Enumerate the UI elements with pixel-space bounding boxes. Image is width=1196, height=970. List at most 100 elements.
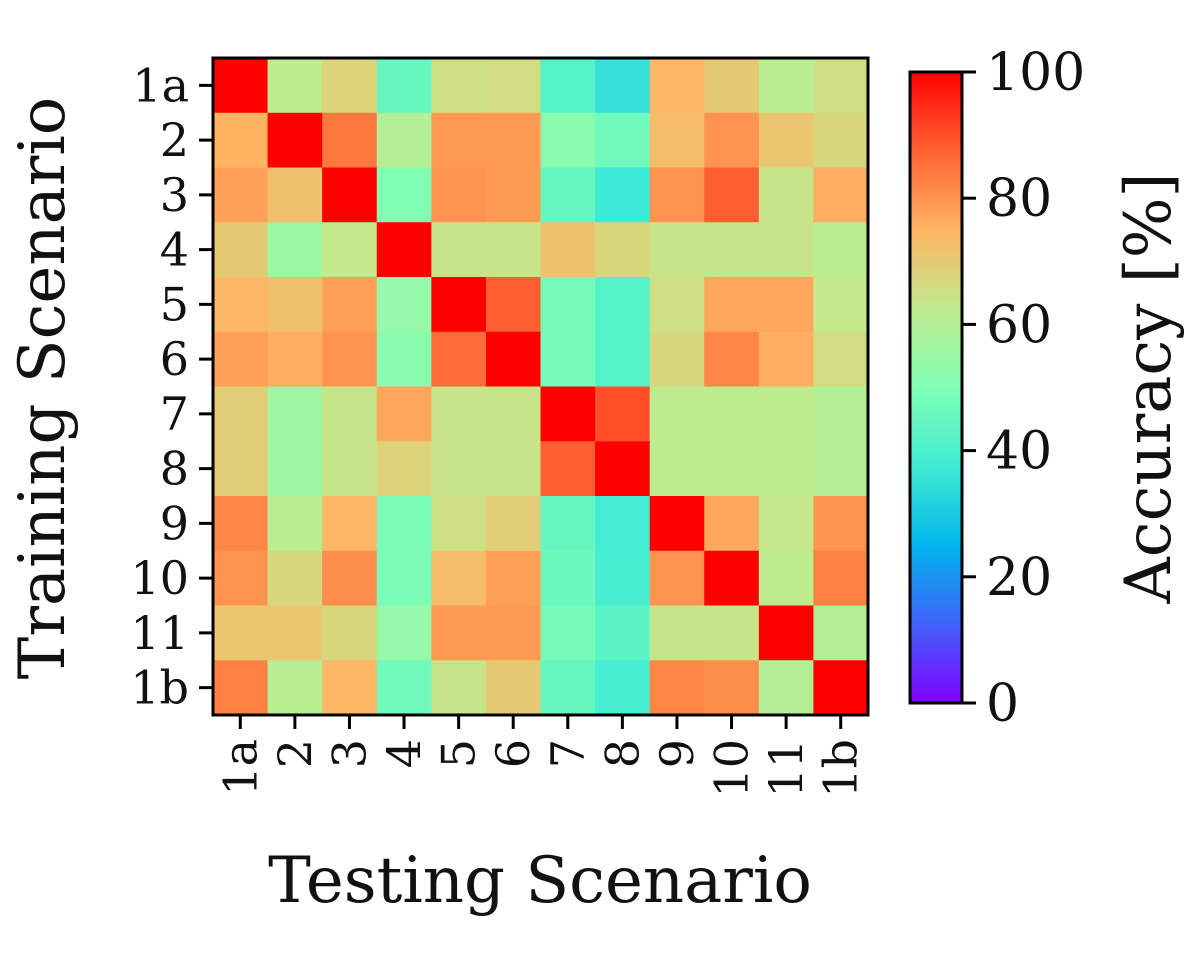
colorbar-tick-label: 60 (986, 295, 1052, 355)
heatmap-cell-2-3 (322, 112, 378, 169)
heatmap-cell-11-10 (704, 605, 760, 661)
heatmap-cell-2-1b (813, 112, 869, 169)
heatmap-cell-5-6 (485, 277, 542, 333)
heatmap-cell-3-10 (704, 167, 760, 223)
heatmap-cell-2-11 (758, 112, 815, 169)
heatmap-cell-6-2 (267, 331, 323, 388)
heatmap-cell-7-6 (485, 386, 542, 442)
heatmap-cell-8-8 (595, 441, 651, 497)
heatmap-cell-6-1b (813, 331, 869, 388)
heatmap-cell-10-9 (649, 550, 705, 607)
heatmap-cell-4-5 (431, 222, 487, 278)
heatmap-cell-4-10 (704, 222, 760, 278)
heatmap-cell-10-10 (704, 550, 760, 607)
heatmap-cell-1b-8 (595, 660, 651, 716)
heatmap-cell-7-2 (267, 386, 323, 442)
heatmap-cell-11-6 (485, 605, 542, 661)
heatmap-cell-1a-1a (213, 58, 269, 114)
heatmap-cell-7-7 (540, 386, 596, 442)
y-tick-label: 2 (160, 113, 189, 167)
y-tick-label: 9 (160, 496, 189, 550)
heatmap-cell-6-4 (376, 331, 432, 388)
colorbar (908, 70, 964, 705)
heatmap-cell-3-2 (267, 167, 323, 223)
heatmap-cell-9-10 (704, 496, 760, 552)
heatmap-cell-4-7 (540, 222, 596, 278)
heatmap-cell-9-8 (595, 496, 651, 552)
y-tick-label: 1b (130, 661, 189, 715)
heatmap-cell-1a-1b (813, 58, 869, 114)
heatmap-cell-3-1a (213, 167, 269, 223)
y-tick-label: 1a (132, 58, 189, 112)
heatmap-cell-7-1b (813, 386, 869, 442)
heatmap-cell-5-10 (704, 277, 760, 333)
heatmap-cell-11-8 (595, 605, 651, 661)
heatmap-cell-10-2 (267, 550, 323, 607)
heatmap-cell-6-3 (322, 331, 378, 388)
y-tick-label: 3 (160, 168, 189, 222)
heatmap-cell-2-10 (704, 112, 760, 169)
x-tick-label: 11 (759, 739, 813, 798)
heatmap-cell-7-3 (322, 386, 378, 442)
heatmap-cell-7-11 (758, 386, 815, 442)
heatmap-cell-10-3 (322, 550, 378, 607)
heatmap-cell-1a-8 (595, 58, 651, 114)
heatmap-cell-1a-5 (431, 58, 487, 114)
heatmap-cell-9-9 (649, 496, 705, 552)
heatmap-cell-7-9 (649, 386, 705, 442)
heatmap-cell-1a-6 (485, 58, 542, 114)
heatmap-cell-1b-1b (813, 660, 869, 716)
heatmap-cell-10-7 (540, 550, 596, 607)
plot-frame (211, 56, 870, 717)
heatmap-cell-2-8 (595, 112, 651, 169)
heatmap-cells (213, 58, 869, 716)
heatmap-cell-6-6 (485, 331, 542, 388)
x-tick-label: 5 (432, 739, 486, 768)
colorbar-tick-label: 80 (986, 169, 1052, 229)
y-tick-label: 6 (160, 332, 189, 386)
heatmap-cell-4-11 (758, 222, 815, 278)
heatmap-cell-5-2 (267, 277, 323, 333)
heatmap-cell-11-9 (649, 605, 705, 661)
heatmap-cell-1b-7 (540, 660, 596, 716)
heatmap-cell-9-1a (213, 496, 269, 552)
heatmap-cell-3-6 (485, 167, 542, 223)
heatmap-cell-7-5 (431, 386, 487, 442)
heatmap-cell-11-1b (813, 605, 869, 661)
colorbar-ticks: 0 20 40 60 80 100 (962, 43, 1085, 734)
x-tick-label: 2 (268, 739, 322, 768)
heatmap-cell-1a-10 (704, 58, 760, 114)
heatmap-cell-10-6 (485, 550, 542, 607)
heatmap-cell-3-3 (322, 167, 378, 223)
heatmap-cell-5-4 (376, 277, 432, 333)
x-tick-label: 9 (650, 739, 704, 768)
heatmap-cell-6-7 (540, 331, 596, 388)
heatmap-cell-1a-7 (540, 58, 596, 114)
heatmap-cell-3-5 (431, 167, 487, 223)
heatmap-cell-1b-9 (649, 660, 705, 716)
heatmap-cell-1a-11 (758, 58, 815, 114)
heatmap-cell-10-11 (758, 550, 815, 607)
heatmap-cell-4-3 (322, 222, 378, 278)
heatmap-cell-8-1a (213, 441, 269, 497)
heatmap-cell-7-4 (376, 386, 432, 442)
heatmap-cell-2-4 (376, 112, 432, 169)
heatmap-cell-5-5 (431, 277, 487, 333)
heatmap-cell-8-10 (704, 441, 760, 497)
heatmap-cell-2-6 (485, 112, 542, 169)
heatmap-cell-8-11 (758, 441, 815, 497)
y-tick-label: 8 (160, 442, 189, 496)
heatmap-cell-9-11 (758, 496, 815, 552)
heatmap-cell-5-1a (213, 277, 269, 333)
y-tick-label: 10 (130, 551, 189, 605)
colorbar-tick-label: 0 (986, 674, 1019, 734)
y-tick-label: 11 (130, 606, 189, 660)
heatmap-cell-11-11 (758, 605, 815, 661)
heatmap-cell-8-2 (267, 441, 323, 497)
heatmap-cell-10-1b (813, 550, 869, 607)
heatmap-cell-3-8 (595, 167, 651, 223)
colorbar-tick-label: 40 (986, 422, 1052, 482)
heatmap-cell-9-2 (267, 496, 323, 552)
heatmap-cell-6-5 (431, 331, 487, 388)
heatmap-cell-8-3 (322, 441, 378, 497)
